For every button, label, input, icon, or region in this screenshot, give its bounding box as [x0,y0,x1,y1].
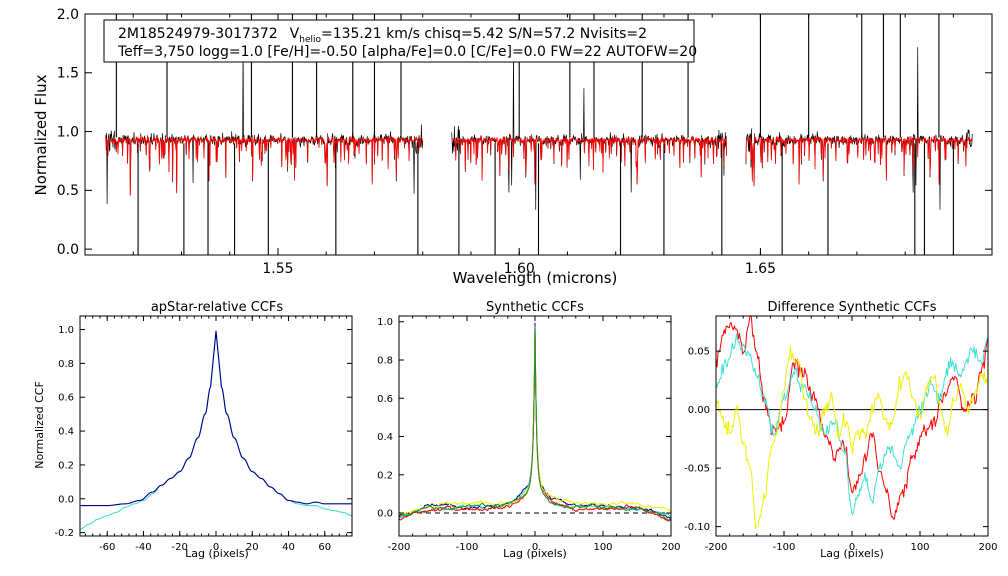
ccf-apstar-x-tick-label: 60 [318,542,331,553]
spectrum-x-tick-label: 1.60 [504,261,535,277]
ccf-apstar-y-label: Normalized CCF [33,381,46,469]
ccf-difference-x-tick-label: -200 [705,542,728,553]
spectrum-y-tick-label: 0.5 [57,183,79,199]
ccf-apstar-y-tick-label: 0.6 [58,393,74,404]
spectrum-plot-area [105,14,973,255]
ccf-apstar-x-tick-label: 40 [282,542,295,553]
spectrum-panel: 1.55 1.60 1.65 0.0 0.5 1.0 1.5 2.0 Wavelength (… [32,7,993,287]
ccf-difference-x-tick-label: 0 [849,542,855,553]
ccf-difference-x-tick-label: 200 [978,542,997,553]
spectrum-axes: 1.55 1.60 1.65 0.0 0.5 1.0 1.5 2.0 [57,7,992,277]
ccf-synthetic-title: Synthetic CCFs [486,300,584,315]
spectrum-x-tick-label: 1.55 [262,261,293,277]
spectrum-y-label: Normalized Flux [32,74,50,195]
ccf-apstar-x-tick-label: -60 [99,542,115,553]
ccf-synthetic-panel: Synthetic CCFs -200 -100 0 100 200 0.0 0.2 0.4 0… [377,300,680,560]
v-helio-symbol: V [290,26,300,42]
ccf-apstar-panel: apStar-relative CCFs -60 -40 -20 0 20 40 60 -0.… [33,300,353,560]
ccf-synthetic-plot-area [399,322,671,522]
ccf-difference-axes: -200 -100 0 100 200 -0.10 -0.05 0.00 0.05 [684,316,998,553]
ccf-synthetic-y-tick-label: 0.8 [377,356,393,367]
ccf-difference-x-label: Lag (pixels) [820,547,884,560]
ccf-synthetic-series-line [399,325,671,522]
ccf-difference-y-tick-label: -0.05 [684,464,710,475]
ccf-apstar-y-tick-label: 0.0 [58,494,74,505]
ccf-difference-y-tick-label: 0.05 [688,347,710,358]
ccf-synthetic-x-label: Lag (pixels) [503,547,567,560]
ccf-apstar-x-tick-label: -40 [135,542,151,553]
ccf-apstar-y-tick-label: 1.0 [58,325,74,336]
ccf-difference-panel: Difference Synthetic CCFs -200 -100 0 100 20… [684,300,997,560]
spectrum-model-line [745,135,973,187]
ccf-apstar-x-tick-label: -20 [172,542,188,553]
ccf-synthetic-x-tick-label: 200 [661,542,680,553]
spectrum-model-line [451,135,728,185]
ccf-synthetic-y-tick-label: 0.6 [377,394,393,405]
ccf-synthetic-y-tick-label: 0.4 [377,432,393,443]
ccf-difference-series-line [716,316,988,520]
ccf-synthetic-axes: -200 -100 0 100 200 0.0 0.2 0.4 0.6 0.8 1.0 [377,316,681,553]
info-line-2: Teff=3,750 logg=1.0 [Fe/H]=-0.50 [alpha/… [117,44,697,60]
ccf-synthetic-x-tick-label: -100 [456,542,479,553]
spectrum-x-tick-label: 1.65 [745,261,776,277]
spectrum-y-tick-label: 2.0 [57,7,79,23]
spectrum-y-tick-label: 1.0 [57,124,79,140]
ccf-difference-series-line [716,333,988,516]
spectrum-x-label: Wavelength (microns) [453,269,618,287]
ccf-apstar-series-line [80,330,352,507]
spectrum-y-tick-label: 0.0 [57,242,79,258]
ccf-difference-y-tick-label: 0.00 [688,405,710,416]
ccf-apstar-x-tick-label: 0 [213,542,219,553]
ccf-synthetic-y-tick-label: 1.0 [377,317,393,328]
ccf-difference-plot-area [716,316,988,530]
spectrum-model-line [105,135,424,196]
star-info-box: 2M18524979-3017372 Vhelio=135.21 km/s chi… [103,19,697,63]
ccf-apstar-y-tick-label: 0.4 [58,427,74,438]
ccf-apstar-plot-area [80,330,352,530]
v-helio-subscript: helio [299,35,321,45]
ccf-synthetic-x-tick-label: 0 [532,542,538,553]
ccf-difference-y-tick-label: -0.10 [684,522,710,533]
ccf-apstar-x-tick-label: 20 [246,542,259,553]
spectrum-frame [84,13,993,256]
ccf-apstar-y-tick-label: -0.2 [54,528,74,539]
ccf-synthetic-y-tick-label: 0.2 [377,470,393,481]
ccf-synthetic-x-tick-label: -200 [388,542,411,553]
ccf-difference-title: Difference Synthetic CCFs [767,300,936,315]
info-box-frame [103,19,695,63]
ccf-difference-x-tick-label: -100 [773,542,796,553]
ccf-synthetic-series-line [399,322,671,519]
ccf-difference-series-line [716,345,988,530]
ccf-synthetic-y-tick-label: 0.0 [377,509,393,520]
ccf-apstar-x-label: Lag (pixels) [185,547,249,560]
star-fit-stats: =135.21 km/s chisq=5.42 S/N=57.2 Nvisits… [321,26,647,42]
spectrum-y-tick-label: 1.5 [57,66,79,82]
info-line-1: 2M18524979-3017372 Vhelio=135.21 km/s chi… [118,26,647,45]
ccf-apstar-y-tick-label: 0.8 [58,359,74,370]
ccf-apstar-y-tick-label: 0.2 [58,460,74,471]
star-object-id: 2M18524979-3017372 [118,26,278,42]
ccf-difference-x-tick-label: 100 [910,542,929,553]
ccf-apstar-axes: -60 -40 -20 0 20 40 60 -0.2 0.0 0.2 0.4 0.6 0.8 1.0 [54,316,352,553]
ccf-apstar-title: apStar-relative CCFs [151,300,284,315]
ccf-synthetic-x-tick-label: 100 [593,542,612,553]
